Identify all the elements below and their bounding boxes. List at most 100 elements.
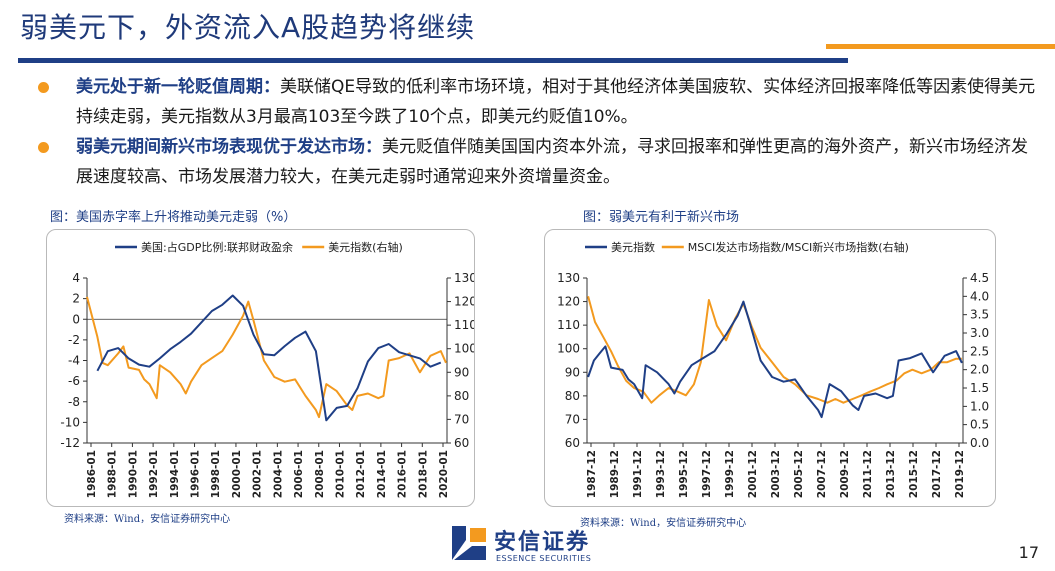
logo-name: 安信证券 xyxy=(494,530,591,555)
legend-label: 美元指数(右轴) xyxy=(328,240,403,254)
chart-svg-0: 4 2 0 -2 -4 -6 -8 -10 -12 130 120 110 100 90 80 70 60 198… xyxy=(60,240,474,498)
bullet-text: 美元贬值伴随美国国内资本外流，寻求回报率和弹性更高的海外资产，新兴市场经济发展速… xyxy=(76,137,1028,187)
bullet-text: 美联储QE导致的低利率市场环境，相对于其他经济体美国疲软、实体经济回报率降低等因… xyxy=(76,77,1036,127)
y-left-tick-label: 120 xyxy=(557,295,580,309)
page-number: 17 xyxy=(1018,543,1039,562)
y-left-tick-label: -4 xyxy=(68,354,80,368)
right-chart-source: 资料来源：Wind，安信证券研究中心 xyxy=(580,518,747,529)
series-line-left-axis xyxy=(587,300,963,419)
x-tick-label: 2002-01 xyxy=(252,450,264,498)
y-left-tick-label: 100 xyxy=(557,342,580,356)
x-tick-label: 2013-12 xyxy=(885,450,897,498)
x-tick-label: 2003-12 xyxy=(770,450,782,498)
x-tick-label: 2007-12 xyxy=(816,450,828,498)
y-left-tick-label: -10 xyxy=(60,415,80,429)
x-tick-label: 1987-12 xyxy=(586,450,598,498)
y-right-tick-label: 60 xyxy=(454,436,469,450)
x-tick-label: 1998-01 xyxy=(210,450,222,498)
x-tick-label: 1992-01 xyxy=(148,450,160,498)
bullet-lead: 美元处于新一轮贬值周期： xyxy=(76,77,280,97)
x-tick-label: 1986-01 xyxy=(86,450,98,498)
y-right-tick-label: 4.5 xyxy=(970,271,989,285)
y-left-tick-label: 0 xyxy=(72,312,80,326)
x-tick-label: 1996-01 xyxy=(190,450,202,498)
left-chart-source: 资料来源：Wind，安信证券研究中心 xyxy=(64,514,231,525)
x-tick-label: 1997-12 xyxy=(701,450,713,498)
y-right-tick-label: 80 xyxy=(454,389,469,403)
essence-logo-icon xyxy=(452,526,486,560)
y-right-tick-label: 130 xyxy=(454,271,474,285)
x-tick-label: 1990-01 xyxy=(127,450,139,498)
x-tick-label: 1995-12 xyxy=(678,450,690,498)
y-right-tick-label: 120 xyxy=(454,295,474,309)
y-left-tick-label: -8 xyxy=(68,395,80,409)
x-tick-label: 2015-12 xyxy=(908,450,920,498)
y-right-tick-label: 110 xyxy=(454,318,474,332)
bullet-dot-icon xyxy=(38,142,49,153)
x-tick-label: 2000-01 xyxy=(231,450,243,498)
left-chart-title: 图：美国赤字率上升将推动美元走弱（%） xyxy=(50,210,297,225)
bullet-item-emerging-markets: 弱美元期间新兴市场表现优于发达市场：美元贬值伴随美国国内资本外流，寻求回报率和弹… xyxy=(38,132,1038,192)
x-tick-label: 2014-01 xyxy=(376,450,388,498)
series-line-left-axis xyxy=(96,294,442,422)
y-right-tick-label: 3.0 xyxy=(970,326,989,340)
x-tick-label: 1991-12 xyxy=(632,450,644,498)
page-title: 弱美元下，外资流入A股趋势将继续 xyxy=(20,11,476,44)
y-left-tick-label: -12 xyxy=(60,436,80,450)
header-accent-bar-orange xyxy=(826,44,1055,49)
x-tick-label: 2010-01 xyxy=(334,450,346,498)
x-tick-label: 2006-01 xyxy=(293,450,305,498)
y-left-tick-label: 110 xyxy=(557,318,580,332)
y-left-tick-label: 70 xyxy=(565,412,580,426)
legend-label: 美国:占GDP比例:联邦财政盈余 xyxy=(141,240,293,254)
y-left-tick-label: 2 xyxy=(72,292,80,306)
y-left-tick-label: 80 xyxy=(565,389,580,403)
bullet-list: 美元处于新一轮贬值周期：美联储QE导致的低利率市场环境，相对于其他经济体美国疲软… xyxy=(38,72,1038,192)
y-right-tick-label: 0.5 xyxy=(970,418,989,432)
y-right-tick-label: 2.5 xyxy=(970,344,989,358)
x-tick-label: 1994-01 xyxy=(169,450,181,498)
x-tick-label: 2017-12 xyxy=(931,450,943,498)
x-tick-label: 1993-12 xyxy=(655,450,667,498)
y-left-tick-label: 60 xyxy=(565,436,580,450)
y-left-tick-label: 90 xyxy=(565,365,580,379)
y-right-tick-label: 100 xyxy=(454,342,474,356)
y-left-tick-label: 130 xyxy=(557,271,580,285)
x-tick-label: 2016-01 xyxy=(397,450,409,498)
legend-label: MSCI发达市场指数/MSCI新兴市场指数(右轴) xyxy=(688,240,909,254)
y-left-tick-label: -6 xyxy=(68,374,80,388)
x-tick-label: 1989-12 xyxy=(609,450,621,498)
x-tick-label: 2008-01 xyxy=(314,450,326,498)
series-line-right-axis xyxy=(86,296,447,419)
right-chart-title: 图：弱美元有利于新兴市场 xyxy=(583,210,740,225)
y-right-tick-label: 2.0 xyxy=(970,363,989,377)
header-accent-bar-navy xyxy=(18,58,848,63)
x-tick-label: 1999-12 xyxy=(724,450,736,498)
series-line-right-axis xyxy=(587,296,962,404)
x-tick-label: 1988-01 xyxy=(107,450,119,498)
x-tick-label: 2019-12 xyxy=(954,450,966,498)
left-chart-panel: 4 2 0 -2 -4 -6 -8 -10 -12 130 120 110 100 90 80 70 60 198… xyxy=(46,229,475,507)
x-tick-label: 2001-12 xyxy=(747,450,759,498)
x-tick-label: 2009-12 xyxy=(839,450,851,498)
x-tick-label: 2004-01 xyxy=(272,450,284,498)
y-left-tick-label: 4 xyxy=(72,271,80,285)
y-right-tick-label: 1.0 xyxy=(970,399,989,413)
chart-svg-1: 130 120 110 100 90 80 70 60 4.5 4.0 3.5 3.0 2.5 2.0 1.… xyxy=(557,240,989,498)
y-left-tick-label: -2 xyxy=(68,333,80,347)
y-right-tick-label: 3.5 xyxy=(970,308,989,322)
logo-subtitle: ESSENCE SECURITIES xyxy=(496,554,592,563)
bullet-item-usd-cycle: 美元处于新一轮贬值周期：美联储QE导致的低利率市场环境，相对于其他经济体美国疲软… xyxy=(38,72,1038,132)
bullet-lead: 弱美元期间新兴市场表现优于发达市场： xyxy=(76,137,382,157)
x-tick-label: 2005-12 xyxy=(793,450,805,498)
x-tick-label: 2018-01 xyxy=(417,450,429,498)
right-chart-panel: 130 120 110 100 90 80 70 60 4.5 4.0 3.5 3.0 2.5 2.0 1.… xyxy=(544,229,996,507)
x-tick-label: 2011-12 xyxy=(862,450,874,498)
y-right-tick-label: 70 xyxy=(454,412,469,426)
company-logo: 安信证券 ESSENCE SECURITIES xyxy=(448,524,618,568)
y-right-tick-label: 0.0 xyxy=(970,436,989,450)
y-right-tick-label: 90 xyxy=(454,365,469,379)
y-right-tick-label: 1.5 xyxy=(970,381,989,395)
y-right-tick-label: 4.0 xyxy=(970,289,989,303)
legend-label: 美元指数 xyxy=(611,240,655,254)
